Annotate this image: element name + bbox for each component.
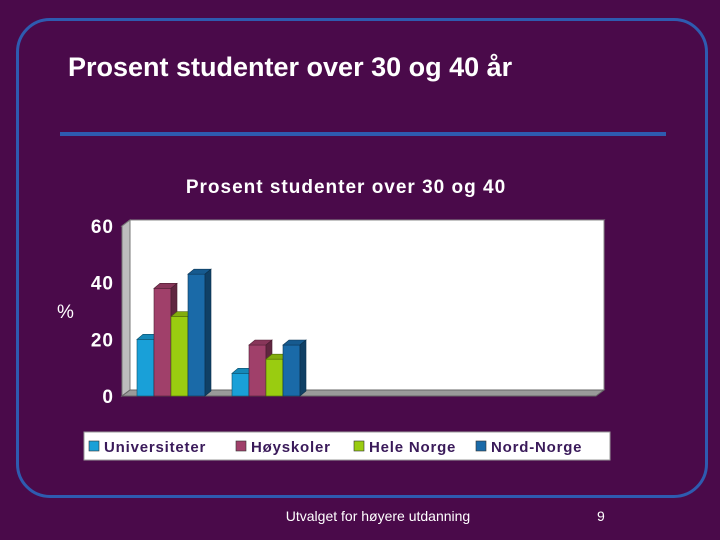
legend-swatch	[235, 440, 247, 452]
y-tick-label: 20	[91, 330, 114, 351]
title-divider	[60, 132, 666, 136]
legend-swatch	[88, 440, 100, 452]
slide-frame	[16, 18, 708, 498]
legend-label: Høyskoler	[251, 439, 331, 456]
legend-swatch	[353, 440, 365, 452]
legend-label: Hele Norge	[369, 439, 456, 456]
bar-3-1	[282, 344, 301, 397]
legend-label: Nord-Norge	[491, 439, 582, 456]
chart-title: Prosent studenter over 30 og 40	[186, 177, 506, 198]
y-tick-label: 0	[102, 387, 114, 408]
legend-label: Universiteter	[104, 439, 206, 456]
bar-3-0	[187, 273, 206, 397]
bar-side-3-0	[204, 268, 212, 397]
bar-0-1	[231, 373, 250, 397]
bar-1-1	[248, 344, 267, 397]
legend-swatch	[475, 440, 487, 452]
bar-2-0	[170, 316, 189, 397]
bar-2-1	[265, 358, 284, 397]
bar-side-3-1	[299, 339, 307, 397]
y-tick-label: 40	[91, 274, 114, 295]
footer-text: Utvalget for høyere utdanning	[285, 508, 471, 524]
slide-title: Prosent studenter over 30 og 40 år	[68, 52, 513, 82]
y-axis-label: %	[57, 302, 74, 323]
bar-1-0	[153, 288, 172, 397]
page-number: 9	[597, 508, 605, 524]
bar-0-0	[136, 339, 155, 397]
legend-box	[83, 431, 611, 461]
y-tick-label: 60	[91, 217, 114, 238]
plot-side-wall	[121, 219, 131, 397]
